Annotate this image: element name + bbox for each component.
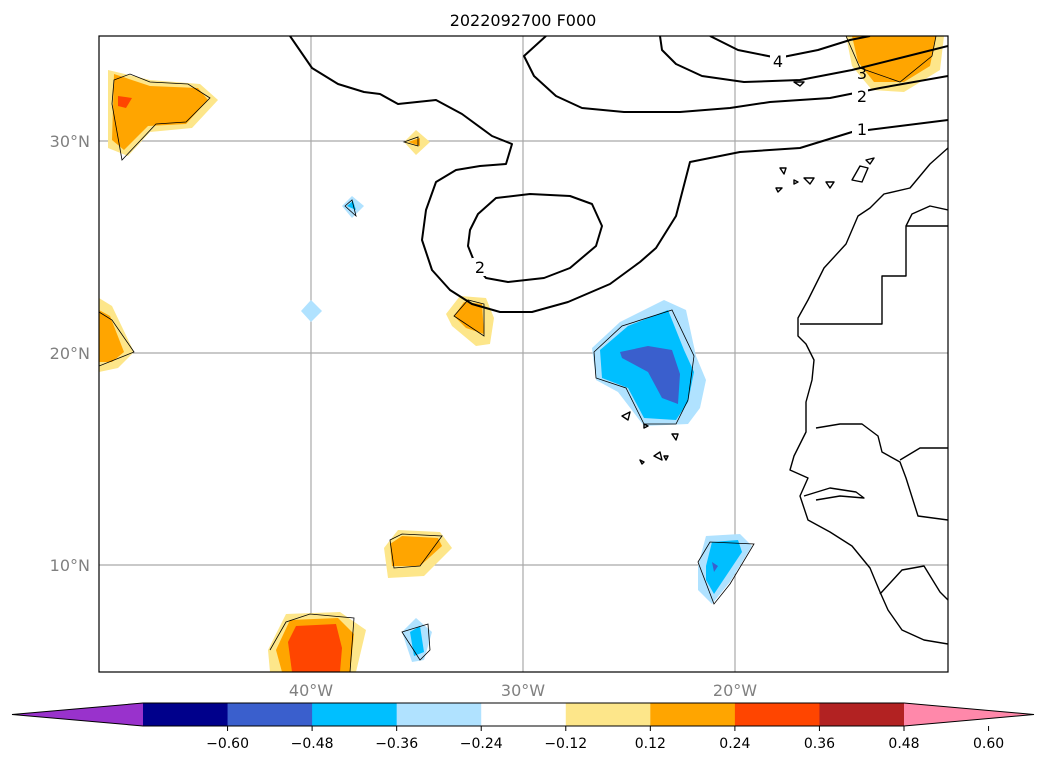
negative-anomaly [301,300,322,322]
zero-contour [344,199,357,218]
africa-coastline [789,147,948,645]
positive-anomaly [118,96,132,108]
madeira-islands [793,81,805,87]
contour-line-1 [289,36,948,313]
negative-anomaly [410,626,424,656]
zero-outlines [99,36,937,672]
contour-labels: 4 3 2 1 2 [472,52,868,277]
border-line [800,205,948,325]
contour-label-bg [770,52,786,70]
coastlines [621,81,948,645]
negative-anomaly [620,346,680,404]
colorbar-extend-high [904,703,1034,726]
map-frame [98,35,949,673]
lon-label-40w: 40°W [289,681,333,700]
border-line [815,423,948,521]
positive-anomaly [408,138,420,146]
cape-verde-islands [621,411,679,465]
zero-contour [402,136,419,147]
lon-label-30w: 30°W [501,681,545,700]
colorbar-bin [143,703,229,726]
figure-title: 2022092700 F000 [450,11,597,30]
contour-line-4 [709,36,871,59]
colorbar-tick-label: −0.24 [460,736,503,752]
contour-label-bg [852,120,868,138]
positive-anomaly [390,536,442,566]
colorbar-bin [481,703,567,726]
contour-closed-2 [467,193,603,283]
shaded-anomalies [99,36,944,672]
contour-line-3 [659,36,948,83]
zero-contour [697,541,755,605]
colorbar-bin [565,703,651,726]
border-line [803,487,865,501]
colorbar-bin [227,703,313,726]
colorbar-bin [819,703,905,726]
zero-contour [269,613,355,672]
zero-contour [111,73,211,161]
map-area: 4 3 2 1 2 [99,36,948,672]
contour-label-2: 2 [857,87,867,106]
positive-anomaly [112,74,208,150]
positive-anomaly [454,302,484,334]
colorbar-tick-label: 0.24 [719,736,750,752]
contour-lines [289,36,948,313]
colorbar-tick-label: −0.60 [206,736,249,752]
lat-label-10n: 10°N [50,556,90,575]
zero-contour [389,533,443,569]
zero-contour [593,309,695,425]
colorbar-outline [11,702,1035,727]
contour-label-3: 3 [857,64,867,83]
contour-line-2 [523,36,948,113]
lon-label-20w: 20°W [713,681,757,700]
zero-contour [453,299,485,337]
colorbar-bin [650,703,736,726]
colorbar-tick-label: 0.36 [804,736,835,752]
contour-label-bg [472,258,488,276]
colorbar-bin [396,703,482,726]
positive-anomaly [99,310,124,362]
zero-contour [401,623,431,661]
lat-label-20n: 20°N [50,344,90,363]
contour-label-2: 2 [475,258,485,277]
negative-anomaly [712,562,718,572]
lat-label-30n: 30°N [50,132,90,151]
gridlines [99,36,948,672]
canary-islands [775,157,875,193]
border-line [899,447,948,461]
colorbar-tick-label: −0.36 [375,736,418,752]
negative-anomaly [706,540,742,594]
colorbar-tick-label: −0.12 [544,736,587,752]
contour-label-bg [852,86,868,104]
colorbar: −0.60 −0.48 −0.36 −0.24 −0.12 0.12 0.24 0.36 0.4… [11,702,1035,752]
zero-contour [99,311,135,367]
contour-label-1: 1 [857,120,867,139]
colorbar-tick-label: −0.48 [291,736,334,752]
colorbar-bin [734,703,820,726]
colorbar-tick-label: 0.12 [635,736,666,752]
colorbar-extend-low [12,703,143,726]
colorbar-bin [312,703,398,726]
border-line [879,565,948,601]
colorbar-tick-label: 0.48 [888,736,919,752]
colorbar-tick-label: 0.60 [973,736,1004,752]
positive-anomaly [288,624,342,672]
contour-label-4: 4 [773,52,783,71]
